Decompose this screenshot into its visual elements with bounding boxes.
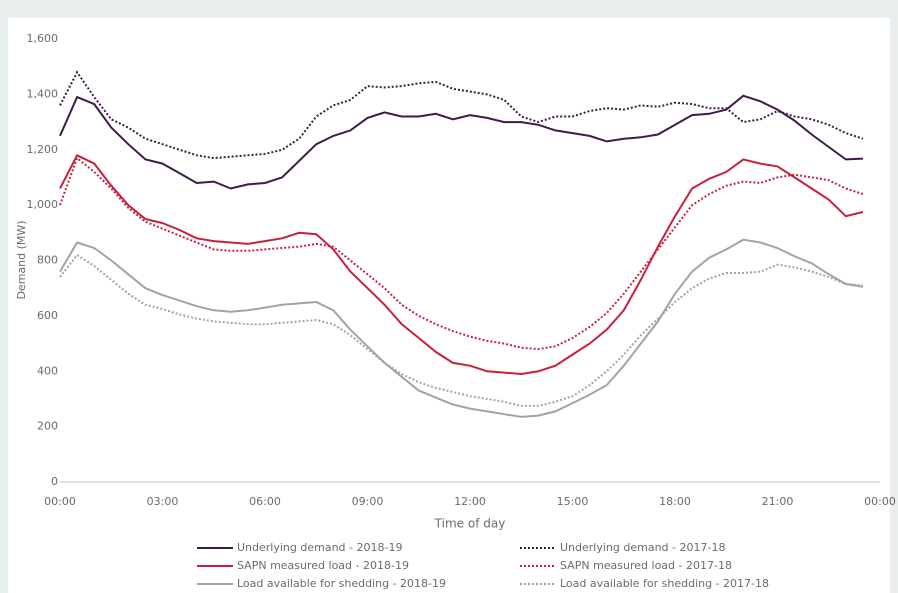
legend-label: Load available for shedding - 2017-18 xyxy=(560,577,769,590)
chart-panel xyxy=(8,18,890,593)
x-tick-label: 12:00 xyxy=(454,495,486,508)
y-tick-label: 1,400 xyxy=(27,87,59,100)
x-tick-label: 21:00 xyxy=(762,495,794,508)
series-line xyxy=(59,94,863,190)
y-tick-label: 1,000 xyxy=(27,198,59,211)
legend-label: Underlying demand - 2017-18 xyxy=(560,541,725,554)
x-tick-label: 03:00 xyxy=(147,495,179,508)
legend-label: SAPN measured load - 2017-18 xyxy=(560,559,732,572)
legend-label: Underlying demand - 2018-19 xyxy=(237,541,402,554)
y-axis-label: Demand (MW) xyxy=(15,220,28,299)
series-line xyxy=(59,153,864,376)
series-line xyxy=(59,70,864,160)
y-tick-label: 400 xyxy=(37,364,58,377)
x-tick-label: 00:00 xyxy=(864,495,896,508)
x-tick-label: 06:00 xyxy=(249,495,281,508)
legend-label: Load available for shedding - 2018-19 xyxy=(237,577,446,590)
x-tick-label: 15:00 xyxy=(557,495,589,508)
x-tick-label: 09:00 xyxy=(352,495,384,508)
x-tick-label: 00:00 xyxy=(44,495,76,508)
series-line xyxy=(59,238,864,418)
legend-label: SAPN measured load - 2018-19 xyxy=(237,559,409,572)
y-tick-label: 1,200 xyxy=(27,143,59,156)
y-tick-label: 800 xyxy=(37,254,58,267)
x-axis-label: Time of day xyxy=(434,517,506,531)
y-tick-label: 0 xyxy=(51,475,58,488)
y-tick-label: 1,600 xyxy=(27,32,59,45)
x-tick-label: 18:00 xyxy=(659,495,691,508)
y-tick-label: 600 xyxy=(37,309,58,322)
y-tick-label: 200 xyxy=(37,420,58,433)
